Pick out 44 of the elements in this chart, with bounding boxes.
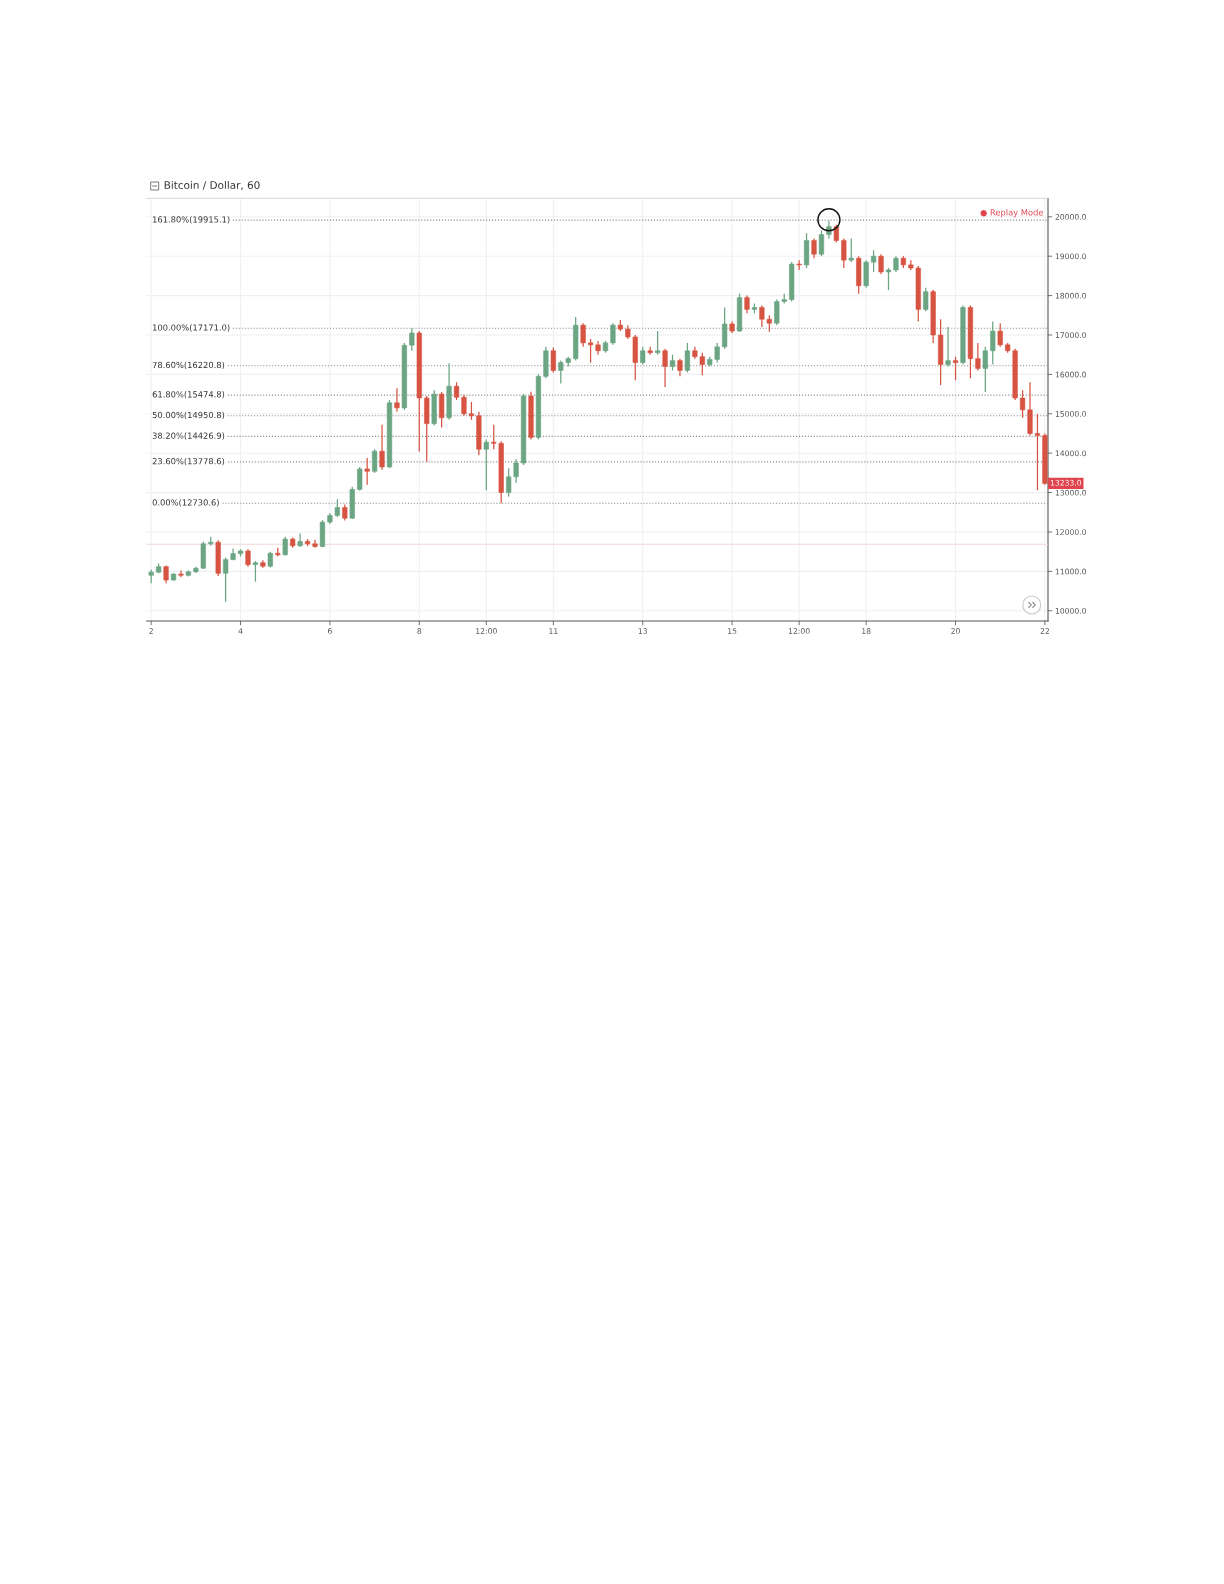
candlestick [439, 391, 445, 429]
candlestick [662, 348, 668, 388]
candlestick [297, 532, 303, 548]
candlestick [997, 322, 1003, 348]
candlestick [550, 346, 556, 374]
ref-line-label: 161.80%(19915.1) [153, 216, 230, 224]
candlestick [372, 448, 378, 474]
annotation: ● Replay Mode [980, 209, 1044, 218]
candlestick [871, 249, 877, 273]
candlestick [364, 457, 370, 486]
candlestick [811, 237, 817, 259]
ref-line-label: 100.00%(17171.0) [153, 324, 230, 332]
candlestick [863, 259, 869, 289]
candlestick [848, 237, 854, 263]
candlestick [923, 287, 929, 312]
candlestick [655, 330, 661, 356]
chart-title: Bitcoin / Dollar, 60 [164, 180, 260, 191]
candlestick [975, 342, 981, 372]
candlestick [878, 253, 884, 275]
candlestick [409, 327, 415, 352]
candlestick [952, 356, 959, 381]
candlestick [945, 326, 951, 368]
candlestick [610, 322, 616, 346]
candlestick [357, 466, 363, 492]
candlestick [282, 536, 288, 557]
ref-line-label: 50.00%(14950.8) [152, 411, 225, 420]
ref-line-label: 0.00%(12730.6) [152, 499, 219, 507]
candlestick [796, 259, 802, 271]
candlestick [841, 237, 847, 269]
ref-line-label: 78.60%(16220.8) [152, 361, 225, 370]
candlestick [379, 424, 385, 471]
candlestick [580, 322, 586, 348]
candlestick [885, 267, 892, 291]
candlestick [684, 342, 690, 374]
ref-line-label: 38.20%(14426.9) [152, 432, 225, 440]
candlestick [252, 560, 259, 583]
candlestick [722, 306, 728, 350]
candlestick [818, 229, 825, 257]
candlestick [982, 346, 988, 393]
ref-line-label: 61.80%(15474.8) [152, 391, 225, 399]
candlestick [990, 320, 996, 366]
candlestick [394, 387, 400, 413]
candlestick [483, 438, 489, 491]
ref-line-label: 23.60%(13778.6) [152, 457, 225, 466]
